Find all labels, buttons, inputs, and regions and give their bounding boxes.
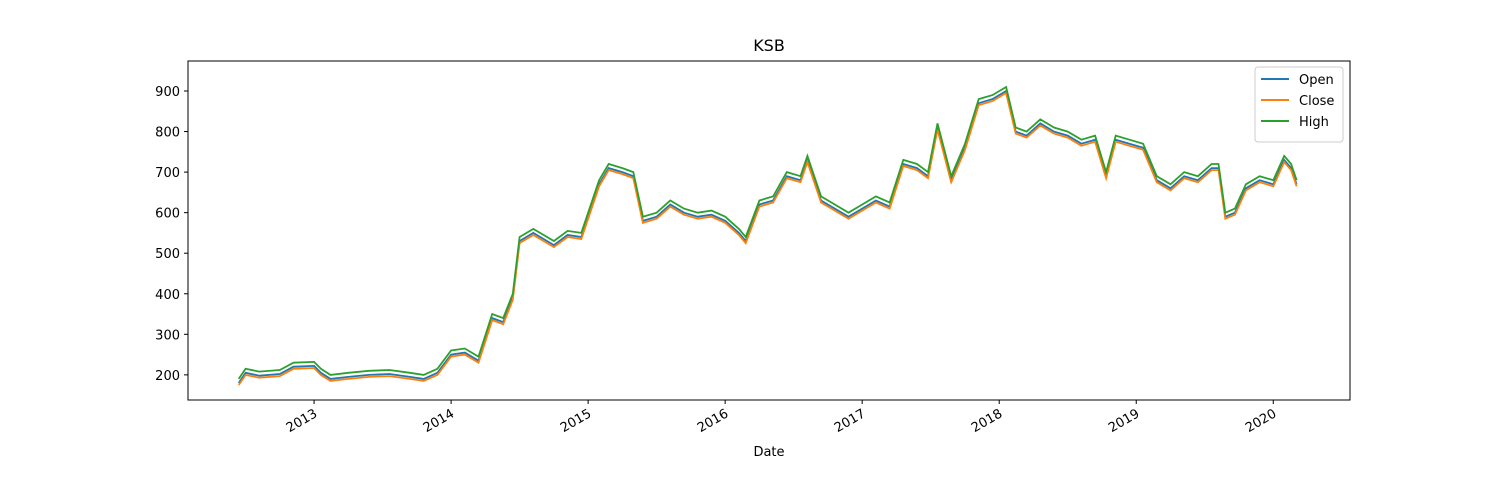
y-tick-label: 800 (155, 126, 180, 141)
x-tick-label: 2020 (1243, 406, 1279, 436)
line-series (237, 89, 1298, 384)
chart-title: KSB (753, 36, 785, 55)
line-series (237, 85, 1298, 380)
legend: Open Close High (1254, 66, 1344, 143)
y-tick-label: 200 (155, 369, 180, 384)
y-tick-label: 400 (155, 288, 180, 303)
y-tick-label: 500 (155, 247, 180, 262)
x-axis-label: Date (753, 445, 784, 460)
legend-label: Close (1299, 94, 1334, 109)
plot-frame (187, 60, 1351, 401)
x-tick-label: 2016 (695, 406, 731, 436)
x-tick-label: 2013 (284, 406, 320, 436)
x-tick-label: 2015 (558, 406, 594, 436)
x-tick-label: 2019 (1106, 406, 1142, 436)
y-tick-label: 700 (155, 166, 180, 181)
line-series (237, 91, 1298, 386)
x-tick-label: 2017 (832, 406, 868, 436)
y-tick-label: 300 (155, 328, 180, 343)
y-tick-label: 600 (155, 207, 180, 222)
y-tick-label: 900 (155, 85, 180, 100)
x-tick-label: 2014 (421, 406, 457, 436)
legend-label: High (1299, 115, 1329, 130)
legend-label: Open (1299, 73, 1334, 88)
x-tick-label: 2018 (969, 406, 1005, 436)
legend-box (1254, 66, 1344, 143)
